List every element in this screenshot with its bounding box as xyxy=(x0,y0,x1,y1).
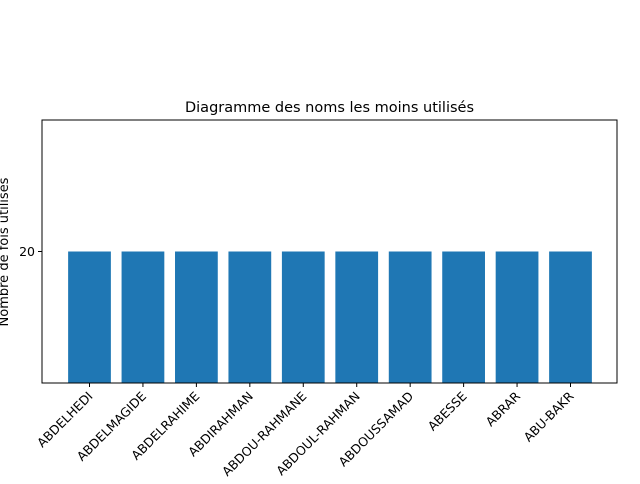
bar xyxy=(549,251,592,383)
bars-layer xyxy=(68,251,592,383)
bar xyxy=(175,251,218,383)
y-axis-label: Nombre de fois utilisés xyxy=(0,177,12,326)
chart-title: Diagramme des noms les moins utilisés xyxy=(185,100,474,116)
bar xyxy=(335,251,379,383)
x-tick-label: ABU-BAKR xyxy=(521,388,577,444)
bar xyxy=(228,251,272,383)
x-axis: ABDELHEDIABDELMAGIDEABDELRAHIMEABDIRAHMA… xyxy=(34,383,577,479)
bar xyxy=(68,251,111,383)
bar xyxy=(121,251,165,383)
bar xyxy=(442,251,485,383)
x-tick-label: ABRAR xyxy=(482,388,523,429)
x-tick-label: ABESSE xyxy=(425,388,470,433)
bar xyxy=(388,251,432,383)
y-tick-label: 20 xyxy=(19,244,35,259)
y-axis: 20 xyxy=(19,244,42,259)
bar xyxy=(495,251,539,383)
bar xyxy=(281,251,325,383)
